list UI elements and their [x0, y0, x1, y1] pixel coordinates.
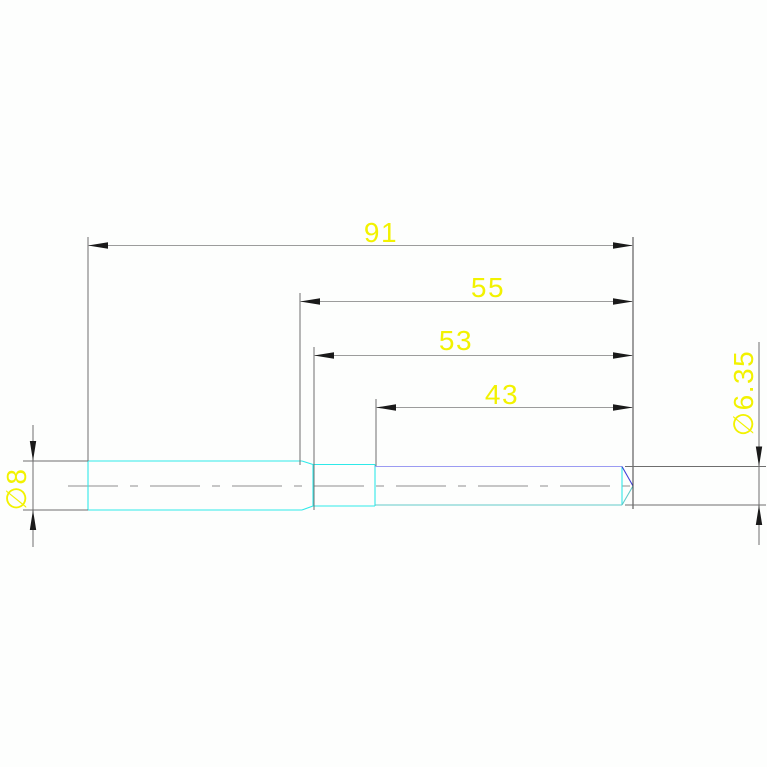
dimension-91[interactable]: 91 — [87, 217, 634, 509]
dimension-55[interactable]: 55 — [299, 272, 633, 465]
dimension-53[interactable]: 53 — [313, 325, 633, 510]
dimension-43[interactable]: 43 — [375, 379, 633, 466]
dim-label-55: 55 — [471, 272, 505, 303]
shaft-outline[interactable] — [87, 460, 634, 511]
dimension-dia-8[interactable]: ∅8 — [1, 425, 88, 547]
arrow-dia635-bottom — [755, 505, 763, 525]
taper-top-edge — [301, 460, 314, 466]
arrow-55-right — [613, 298, 633, 305]
tip-lower-chamfer — [621, 485, 634, 506]
arrow-55-left — [300, 298, 320, 305]
arrow-53-left — [314, 352, 334, 359]
taper-bottom-edge — [301, 505, 314, 511]
dim-label-dia635: ∅6.35 — [728, 350, 759, 436]
arrow-53-right — [613, 352, 633, 359]
dim-label-53: 53 — [439, 325, 473, 356]
dimension-dia-6-35[interactable]: ∅6.35 — [625, 342, 766, 545]
dim-label-dia8: ∅8 — [1, 468, 32, 511]
arrow-dia635-top — [755, 446, 763, 467]
tip-upper-chamfer — [621, 466, 634, 487]
dim-label-43: 43 — [485, 379, 519, 410]
arrow-43-left — [376, 404, 396, 411]
arrow-91-right — [613, 242, 633, 249]
arrow-43-right — [613, 404, 633, 411]
dim-label-91: 91 — [364, 217, 398, 248]
arrow-91-left — [88, 242, 108, 249]
arrow-dia8-top — [29, 441, 37, 461]
arrow-dia8-bottom — [29, 510, 37, 530]
